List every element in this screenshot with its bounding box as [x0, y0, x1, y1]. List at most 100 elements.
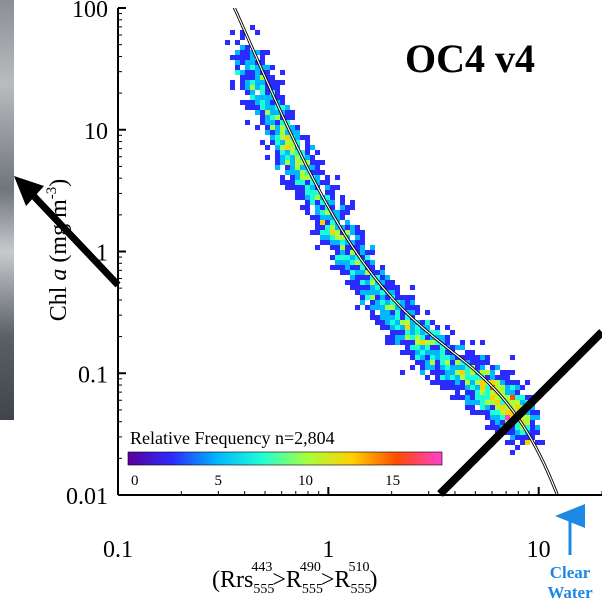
density-cell [270, 105, 275, 110]
density-cell [500, 415, 505, 420]
density-cell [395, 335, 400, 340]
density-cell [280, 160, 285, 165]
density-cell [275, 145, 280, 150]
density-cell [380, 315, 385, 320]
density-cell [380, 320, 385, 325]
density-cell [425, 345, 430, 350]
density-cell [455, 385, 460, 390]
density-cell [265, 105, 270, 110]
density-cell [300, 160, 305, 165]
density-cell [440, 375, 445, 380]
density-cell [505, 390, 510, 395]
density-cell [450, 355, 455, 360]
density-cell [310, 195, 315, 200]
density-cell [460, 370, 465, 375]
x-label-gt1: >R [272, 567, 302, 593]
background-photo-fragment [0, 0, 14, 420]
density-cell [260, 80, 265, 85]
density-cell [480, 380, 485, 385]
density-cell [250, 105, 255, 110]
density-cell [450, 345, 455, 350]
density-cell [235, 70, 240, 75]
x-tick-label: 1 [322, 537, 334, 563]
density-cell [310, 230, 315, 235]
density-cell [310, 145, 315, 150]
y-tick-label: 0.01 [66, 484, 108, 510]
density-cell [365, 275, 370, 280]
density-cell [375, 315, 380, 320]
density-cell [480, 340, 485, 345]
density-cell [295, 125, 300, 130]
density-cell [430, 330, 435, 335]
density-cell [395, 330, 400, 335]
density-cell [440, 335, 445, 340]
density-cell [350, 200, 355, 205]
y-tick-label: 10 [84, 119, 108, 145]
density-cell [290, 125, 295, 130]
density-cell [395, 310, 400, 315]
density-cell [250, 80, 255, 85]
density-cell [340, 235, 345, 240]
density-cell [315, 220, 320, 225]
density-cell [300, 175, 305, 180]
density-cell [345, 265, 350, 270]
density-cell [255, 30, 260, 35]
density-cell [275, 90, 280, 95]
density-cell [435, 365, 440, 370]
density-cell [310, 215, 315, 220]
density-cell [505, 370, 510, 375]
density-cell [435, 340, 440, 345]
density-cell [470, 410, 475, 415]
density-cell [330, 195, 335, 200]
density-cell [255, 80, 260, 85]
density-cell [255, 65, 260, 70]
density-cell [400, 330, 405, 335]
density-cell [480, 400, 485, 405]
density-cell [250, 100, 255, 105]
density-cell [275, 130, 280, 135]
density-cell [245, 70, 250, 75]
density-cell [445, 365, 450, 370]
density-cell [285, 180, 290, 185]
density-cell [315, 150, 320, 155]
density-cell [250, 90, 255, 95]
density-cell [425, 365, 430, 370]
density-cell [330, 205, 335, 210]
density-cell [370, 245, 375, 250]
density-cell [415, 350, 420, 355]
density-cell [375, 290, 380, 295]
density-cell [380, 325, 385, 330]
density-cell [355, 265, 360, 270]
density-cell [470, 405, 475, 410]
density-cell [360, 285, 365, 290]
density-cell [335, 255, 340, 260]
density-cell [490, 405, 495, 410]
density-cell [495, 415, 500, 420]
x-label-sub3: 555 [350, 582, 371, 597]
density-cell [455, 395, 460, 400]
density-cell [310, 170, 315, 175]
density-cell [320, 225, 325, 230]
colorbar-tick-label: 15 [385, 473, 400, 489]
colorbar-tick-label: 5 [214, 473, 222, 489]
density-cell [465, 385, 470, 390]
density-cell [370, 265, 375, 270]
density-cell [270, 120, 275, 125]
density-cell [475, 410, 480, 415]
density-cell [475, 380, 480, 385]
density-cell [275, 80, 280, 85]
density-cell [500, 375, 505, 380]
density-cell [490, 365, 495, 370]
density-cell [360, 295, 365, 300]
density-cell [410, 320, 415, 325]
density-cell [355, 280, 360, 285]
density-cell [430, 380, 435, 385]
density-cell [515, 390, 520, 395]
density-cell [515, 445, 520, 450]
density-cell [495, 420, 500, 425]
density-cell [435, 370, 440, 375]
density-cell [375, 295, 380, 300]
density-cell [335, 175, 340, 180]
density-cell [350, 275, 355, 280]
density-cell [425, 310, 430, 315]
